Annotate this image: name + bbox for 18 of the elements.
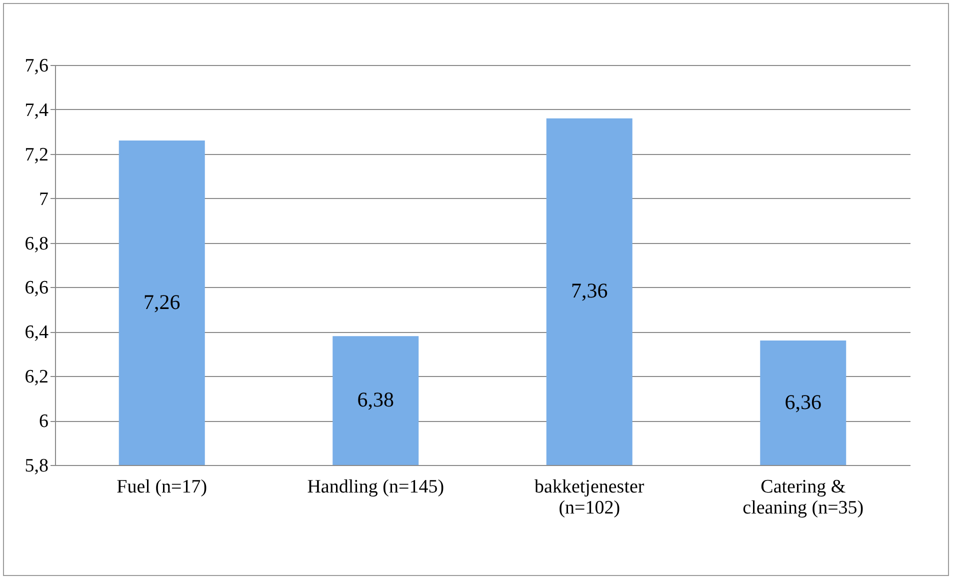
x-tick-label: Handling (n=145): [307, 476, 444, 498]
data-label: 7,36: [571, 278, 608, 303]
x-tick-label: bakketjenester (n=102): [534, 476, 645, 518]
y-tick-label: 7,6: [24, 56, 48, 76]
y-tick-label: 7: [39, 188, 48, 210]
y-tick-label: 6,2: [24, 366, 48, 388]
y-tick-label: 5,8: [24, 456, 48, 476]
y-tick-label: 7,2: [24, 144, 48, 166]
y-tick-label: 6,6: [24, 278, 48, 299]
y-tick-label: 6,4: [24, 322, 49, 344]
x-tick-label: Fuel (n=17): [116, 476, 208, 498]
y-tick-label: 6: [39, 411, 48, 432]
y-tick-label: 7,4: [24, 100, 49, 121]
data-label: 6,38: [357, 388, 394, 412]
data-label: 6,36: [784, 390, 822, 414]
x-tick-label: Catering & cleaning (n=35): [742, 476, 864, 518]
y-tick-label: 6,8: [24, 233, 48, 254]
data-label: 7,26: [144, 290, 180, 314]
